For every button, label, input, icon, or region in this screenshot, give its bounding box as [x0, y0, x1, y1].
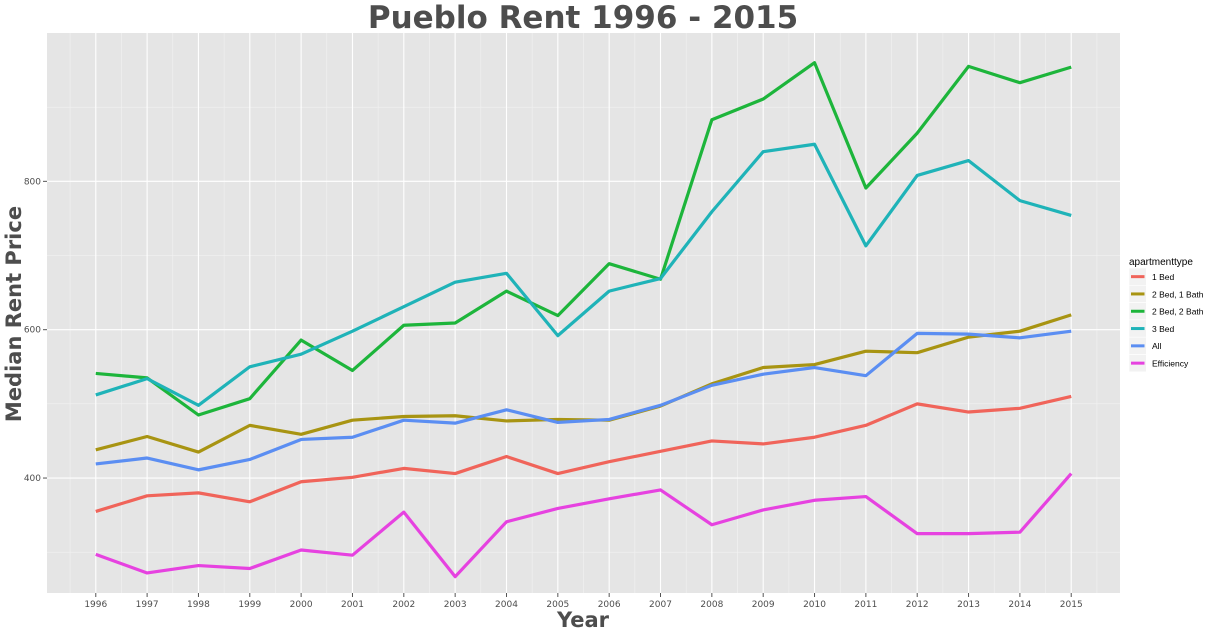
x-tick-label: 1998	[187, 600, 210, 610]
legend-item-3-bed: 3 Bed	[1128, 319, 1174, 338]
legend-title: apartmenttype	[1129, 257, 1193, 268]
x-tick-label: 2006	[598, 600, 621, 610]
x-tick-label: 2001	[341, 600, 364, 610]
legend-label: 2 Bed, 2 Bath	[1152, 307, 1204, 317]
legend-item-2-bed-1-bath: 2 Bed, 1 Bath	[1128, 284, 1204, 303]
series-line-3-bed	[95, 142, 1072, 407]
x-tick-label: 2009	[752, 600, 775, 610]
x-tick-label: 2011	[854, 600, 877, 610]
x-tick-label: 2002	[392, 600, 415, 610]
legend-label: 2 Bed, 1 Bath	[1152, 289, 1204, 299]
x-axis-title: Year	[556, 608, 610, 632]
x-tick-label: 2004	[495, 600, 518, 610]
legend-item-efficiency: Efficiency	[1128, 354, 1189, 373]
x-tick-label: 2005	[546, 600, 569, 610]
x-tick-label: 2008	[700, 600, 723, 610]
legend-label: Efficiency	[1152, 359, 1189, 369]
legend-items: 1 Bed 2 Bed, 1 Bath 2 Bed, 2 Bath 3 Bed All E…	[1128, 267, 1204, 373]
x-tick-label: 1996	[84, 600, 107, 610]
x-tick-label: 1999	[238, 600, 261, 610]
chart-title: Pueblo Rent 1996 - 2015	[368, 0, 798, 36]
series-line-all	[95, 329, 1072, 472]
series-line-2-bed-2-bath	[95, 61, 1072, 417]
x-tick-label: 2015	[1060, 600, 1083, 610]
series-line-efficiency	[95, 472, 1073, 579]
legend-label: All	[1152, 341, 1162, 351]
legend-label: 1 Bed	[1152, 272, 1174, 282]
legend-label: 3 Bed	[1152, 324, 1174, 334]
x-tick-label: 2000	[290, 600, 313, 610]
series-line-1-bed	[95, 394, 1072, 513]
legend-item-all: All	[1128, 336, 1162, 355]
x-tick-label: 2014	[1008, 600, 1031, 610]
series-lines	[95, 61, 1073, 579]
plot-area	[47, 33, 1120, 593]
x-axis: 1996 1997 1998 1999 2000 2001 2002 2003 2004 2005…	[84, 593, 1083, 610]
y-tick-label: 800	[24, 177, 41, 187]
y-tick-label: 600	[24, 326, 41, 336]
x-tick-label: 2010	[803, 600, 826, 610]
legend-item-2-bed-2-bath: 2 Bed, 2 Bath	[1128, 302, 1204, 321]
x-tick-label: 2007	[649, 600, 672, 610]
x-tick-label: 1997	[136, 600, 159, 610]
x-tick-label: 2003	[444, 600, 467, 610]
legend-item-1-bed: 1 Bed	[1128, 267, 1174, 286]
y-axis-title: Median Rent Price	[2, 206, 26, 422]
legend: apartmenttype 1 Bed 2 Bed, 1 Bath 2 Bed, 2…	[1128, 257, 1204, 373]
x-tick-label: 2013	[957, 600, 980, 610]
x-tick-label: 2012	[906, 600, 929, 610]
y-axis: 400 600 800	[24, 177, 47, 484]
y-tick-label: 400	[24, 474, 41, 484]
